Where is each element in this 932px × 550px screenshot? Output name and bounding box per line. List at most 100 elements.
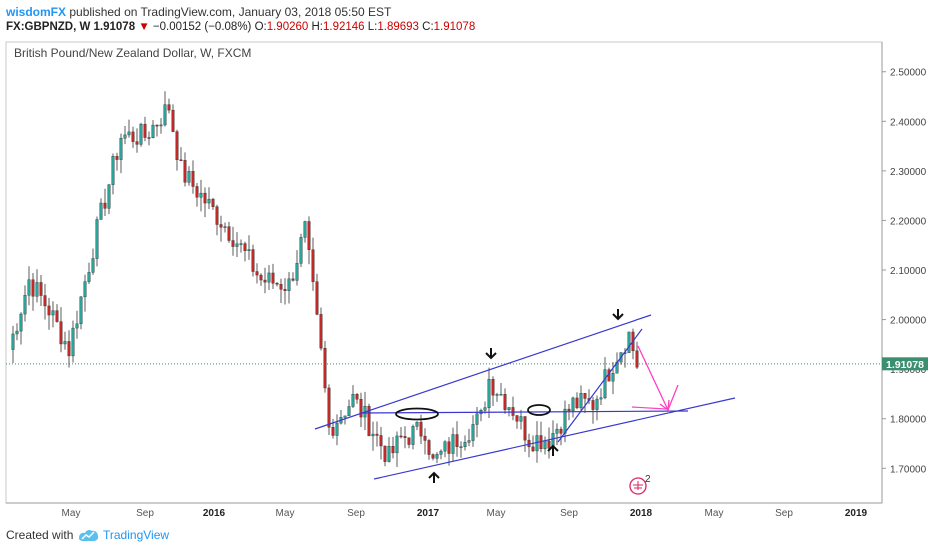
tradingview-link[interactable]: TradingView [103, 528, 170, 542]
close-label: C: [422, 21, 434, 33]
candle-body [91, 258, 95, 273]
candle-body [383, 445, 387, 462]
candle-body [427, 440, 431, 455]
candle-body [367, 405, 371, 437]
candle-body [187, 171, 191, 183]
last-price: 1.91078 [93, 21, 136, 33]
candle-body [243, 243, 247, 252]
time-tick-label: Sep [560, 508, 578, 519]
candle-body [503, 394, 507, 410]
candle-body [131, 131, 135, 142]
published-text: published on TradingView.com, January 03… [69, 5, 392, 19]
candle-body [83, 281, 87, 298]
price-tick-label: 2.50000 [890, 68, 927, 79]
candle-body [567, 408, 571, 412]
candle-body [51, 310, 55, 316]
candle-body [279, 284, 283, 290]
time-axis: May Sep 2016 May Sep 2017 May Sep 2018 May Sep 2019 [62, 508, 868, 519]
candle-body [167, 104, 171, 111]
candle-body [603, 369, 607, 399]
candle-body [403, 436, 407, 438]
candle-body [499, 394, 503, 396]
candle-body [627, 331, 631, 353]
candle-body [43, 295, 47, 307]
candle-body [519, 416, 523, 422]
candle-body [79, 296, 83, 325]
candle-body [475, 413, 479, 425]
candle-body [487, 379, 491, 408]
candle-body [415, 421, 419, 427]
high-label: H: [311, 21, 324, 33]
low-value: 1.89693 [377, 21, 419, 33]
time-tick-label: 2016 [203, 508, 226, 519]
candle-body [547, 440, 551, 449]
candle-body [147, 137, 151, 139]
open-value: 1.90260 [266, 21, 309, 33]
arrow-up-icon [547, 444, 559, 456]
candle-body [215, 206, 219, 225]
upper-channel-line [314, 314, 652, 430]
time-tick-label: May [487, 508, 506, 519]
candle-body [343, 415, 347, 418]
open-label: O: [254, 21, 267, 33]
footer: Created with TradingView [0, 520, 932, 550]
price-axis: 2.50000 2.40000 2.30000 2.20000 2.10000 2.000… [882, 68, 927, 475]
candle-body [223, 226, 227, 228]
candle-body [407, 437, 411, 445]
last-price-tag-value: 1.91078 [886, 359, 924, 371]
candle-body [99, 202, 103, 220]
candle-body [583, 392, 587, 399]
candle-body [595, 398, 599, 410]
price-chart[interactable]: British Pound/New Zealand Dollar, W, FXC… [0, 38, 932, 520]
candle-body [303, 221, 307, 238]
candle-body [191, 171, 195, 187]
candle-body [579, 392, 583, 409]
candle-body [251, 249, 255, 272]
candle-body [55, 310, 59, 322]
price-tick-label: 1.90000 [890, 365, 927, 376]
high-value: 1.92146 [323, 21, 365, 33]
candle-body [323, 347, 327, 389]
author-link[interactable]: wisdomFX [6, 5, 67, 19]
candle-body [183, 160, 187, 183]
time-tick-label: 2018 [630, 508, 653, 519]
candle-body [379, 435, 383, 447]
candle-body [63, 341, 67, 345]
candle-body [27, 279, 31, 296]
candle-body [635, 350, 639, 368]
horizontal-support-line [359, 410, 689, 414]
candle-body [611, 373, 615, 382]
candle-body [207, 198, 211, 204]
candle-body [399, 435, 403, 438]
candle-body [559, 428, 563, 434]
forecast-segment [631, 406, 667, 410]
candle-body [263, 279, 267, 283]
candle-body [271, 272, 275, 284]
symbol-name: FX:GBPNZD, W [6, 21, 91, 33]
time-tick-label: 2019 [845, 508, 868, 519]
low-label: L: [367, 21, 378, 33]
candle-body [319, 314, 323, 349]
event-badge[interactable]: 2 [629, 474, 651, 495]
close-value: 1.91078 [433, 21, 476, 33]
price-change: −0.00152 (−0.08%) [152, 21, 252, 33]
candle-body [39, 282, 43, 296]
candle-body [119, 137, 123, 160]
candle-body [331, 427, 335, 436]
candle-body [199, 192, 203, 198]
price-tick-label: 1.80000 [890, 415, 927, 426]
forecast-arrowhead [659, 399, 670, 412]
candles [11, 91, 639, 467]
candle-body [483, 407, 487, 411]
candle-body [195, 186, 199, 198]
candle-body [47, 305, 51, 316]
candle-body [507, 407, 511, 410]
price-tick-label: 2.30000 [890, 167, 927, 178]
candle-body [455, 434, 459, 447]
candle-body [387, 446, 391, 462]
candle-body [315, 281, 319, 315]
candle-body [275, 283, 279, 285]
time-tick-label: Sep [775, 508, 793, 519]
price-tick-label: 2.40000 [890, 117, 927, 128]
candle-body [35, 282, 39, 297]
